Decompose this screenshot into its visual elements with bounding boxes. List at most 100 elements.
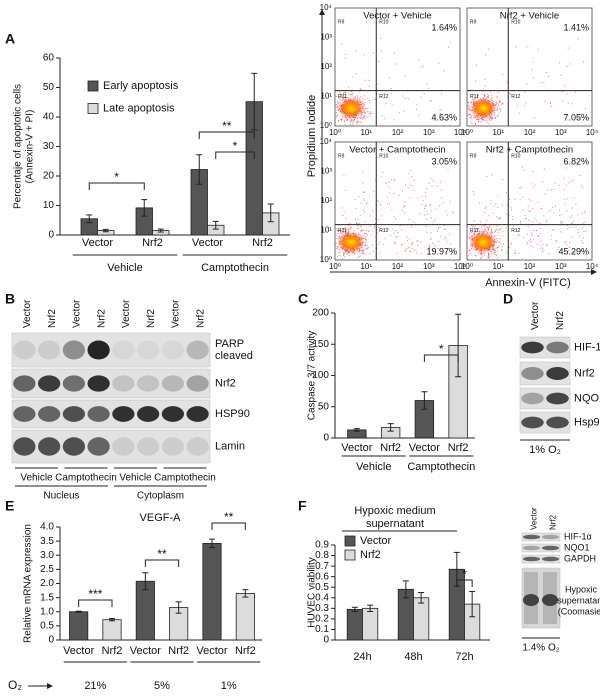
event-dot (451, 249, 454, 251)
event-dot (582, 186, 584, 189)
gate-label: R10 (511, 153, 520, 159)
event-dot (490, 200, 492, 202)
event-dot (490, 250, 492, 252)
y-tick-label: 0 (48, 635, 54, 646)
event-dot (339, 229, 341, 231)
y-tick-label: 10² (320, 196, 332, 205)
event-dot (360, 230, 362, 232)
gate-label: R9 (338, 153, 345, 159)
event-dot (564, 198, 566, 201)
event-dot (391, 92, 393, 95)
event-dot (354, 119, 356, 121)
event-dot (365, 247, 367, 249)
event-dot (425, 210, 427, 212)
event-dot (348, 252, 350, 254)
event-dot (486, 176, 488, 178)
event-dot (337, 106, 339, 108)
y-tick-label: 2.5 (40, 564, 54, 575)
x-tick-label: 10⁴ (454, 262, 467, 271)
gate-label: R11 (470, 94, 479, 100)
event-dot (498, 100, 500, 102)
event-dot (341, 116, 344, 118)
event-dot (519, 198, 521, 201)
event-dot (490, 231, 492, 233)
event-dot (404, 201, 406, 203)
event-dot (343, 91, 345, 93)
event-dot (431, 185, 433, 187)
significance-label: * (114, 170, 119, 184)
blot-band (136, 340, 160, 360)
event-dot (377, 243, 379, 245)
event-dot (371, 234, 373, 236)
event-dot (429, 204, 431, 206)
event-dot (551, 235, 553, 237)
event-dot (362, 248, 365, 251)
event-dot (533, 230, 535, 232)
gate-label: R9 (470, 19, 477, 25)
event-dot (368, 247, 370, 249)
event-dot (479, 119, 481, 121)
event-dot (531, 234, 533, 236)
x-tick-label: 48h (404, 651, 422, 663)
event-dot (514, 198, 516, 200)
event-dot (472, 93, 474, 95)
blot-band (112, 340, 135, 360)
event-dot (447, 169, 449, 171)
y-tick-label: 50 (318, 401, 330, 412)
blot-band (546, 367, 569, 380)
event-dot (366, 234, 368, 236)
event-dot (369, 111, 371, 113)
event-dot (339, 99, 341, 101)
event-dot (540, 208, 542, 210)
event-dot (426, 231, 428, 233)
error-bar (196, 154, 203, 185)
event-dot (488, 118, 491, 120)
event-dot (367, 110, 369, 112)
event-dot (364, 95, 366, 97)
event-dot (483, 230, 485, 232)
event-dot (523, 105, 526, 107)
event-dot (545, 72, 548, 74)
event-dot (508, 247, 510, 249)
event-dot (471, 93, 473, 96)
event-dot (443, 69, 445, 72)
event-dot (575, 251, 577, 253)
y-tick-label: 0.9 (315, 540, 329, 551)
y-tick-label: 10⁴ (320, 137, 333, 146)
event-dot (338, 251, 341, 253)
event-dot (339, 91, 341, 93)
blot-band (546, 392, 569, 405)
event-dot (539, 248, 541, 250)
event-dot (583, 61, 585, 63)
event-dot (569, 216, 572, 218)
event-dot (424, 207, 426, 210)
event-dot (487, 95, 489, 97)
event-dot (345, 231, 347, 233)
event-dot (366, 201, 368, 203)
event-dot (532, 246, 534, 248)
event-dot (446, 241, 448, 243)
event-dot (475, 229, 477, 231)
event-dot (335, 106, 337, 108)
event-dot (374, 98, 376, 100)
event-dot (355, 218, 357, 220)
event-dot (577, 232, 579, 234)
x-tick-label: Vector (82, 237, 114, 249)
event-dot (362, 98, 364, 100)
event-dot (524, 218, 526, 220)
event-dot (491, 173, 493, 176)
event-dot (536, 243, 538, 245)
event-dot (527, 205, 529, 207)
x-tick-label: 10² (524, 128, 536, 137)
event-dot (546, 244, 549, 246)
event-dot (361, 117, 363, 119)
event-dot (335, 116, 337, 118)
condition-label: 1% O₂ (529, 444, 561, 456)
event-dot (360, 202, 362, 204)
event-dot (498, 238, 500, 240)
event-dot (490, 203, 492, 205)
event-dot (359, 214, 361, 216)
event-dot (368, 230, 370, 232)
event-dot (355, 222, 358, 224)
error-bar (418, 592, 425, 604)
